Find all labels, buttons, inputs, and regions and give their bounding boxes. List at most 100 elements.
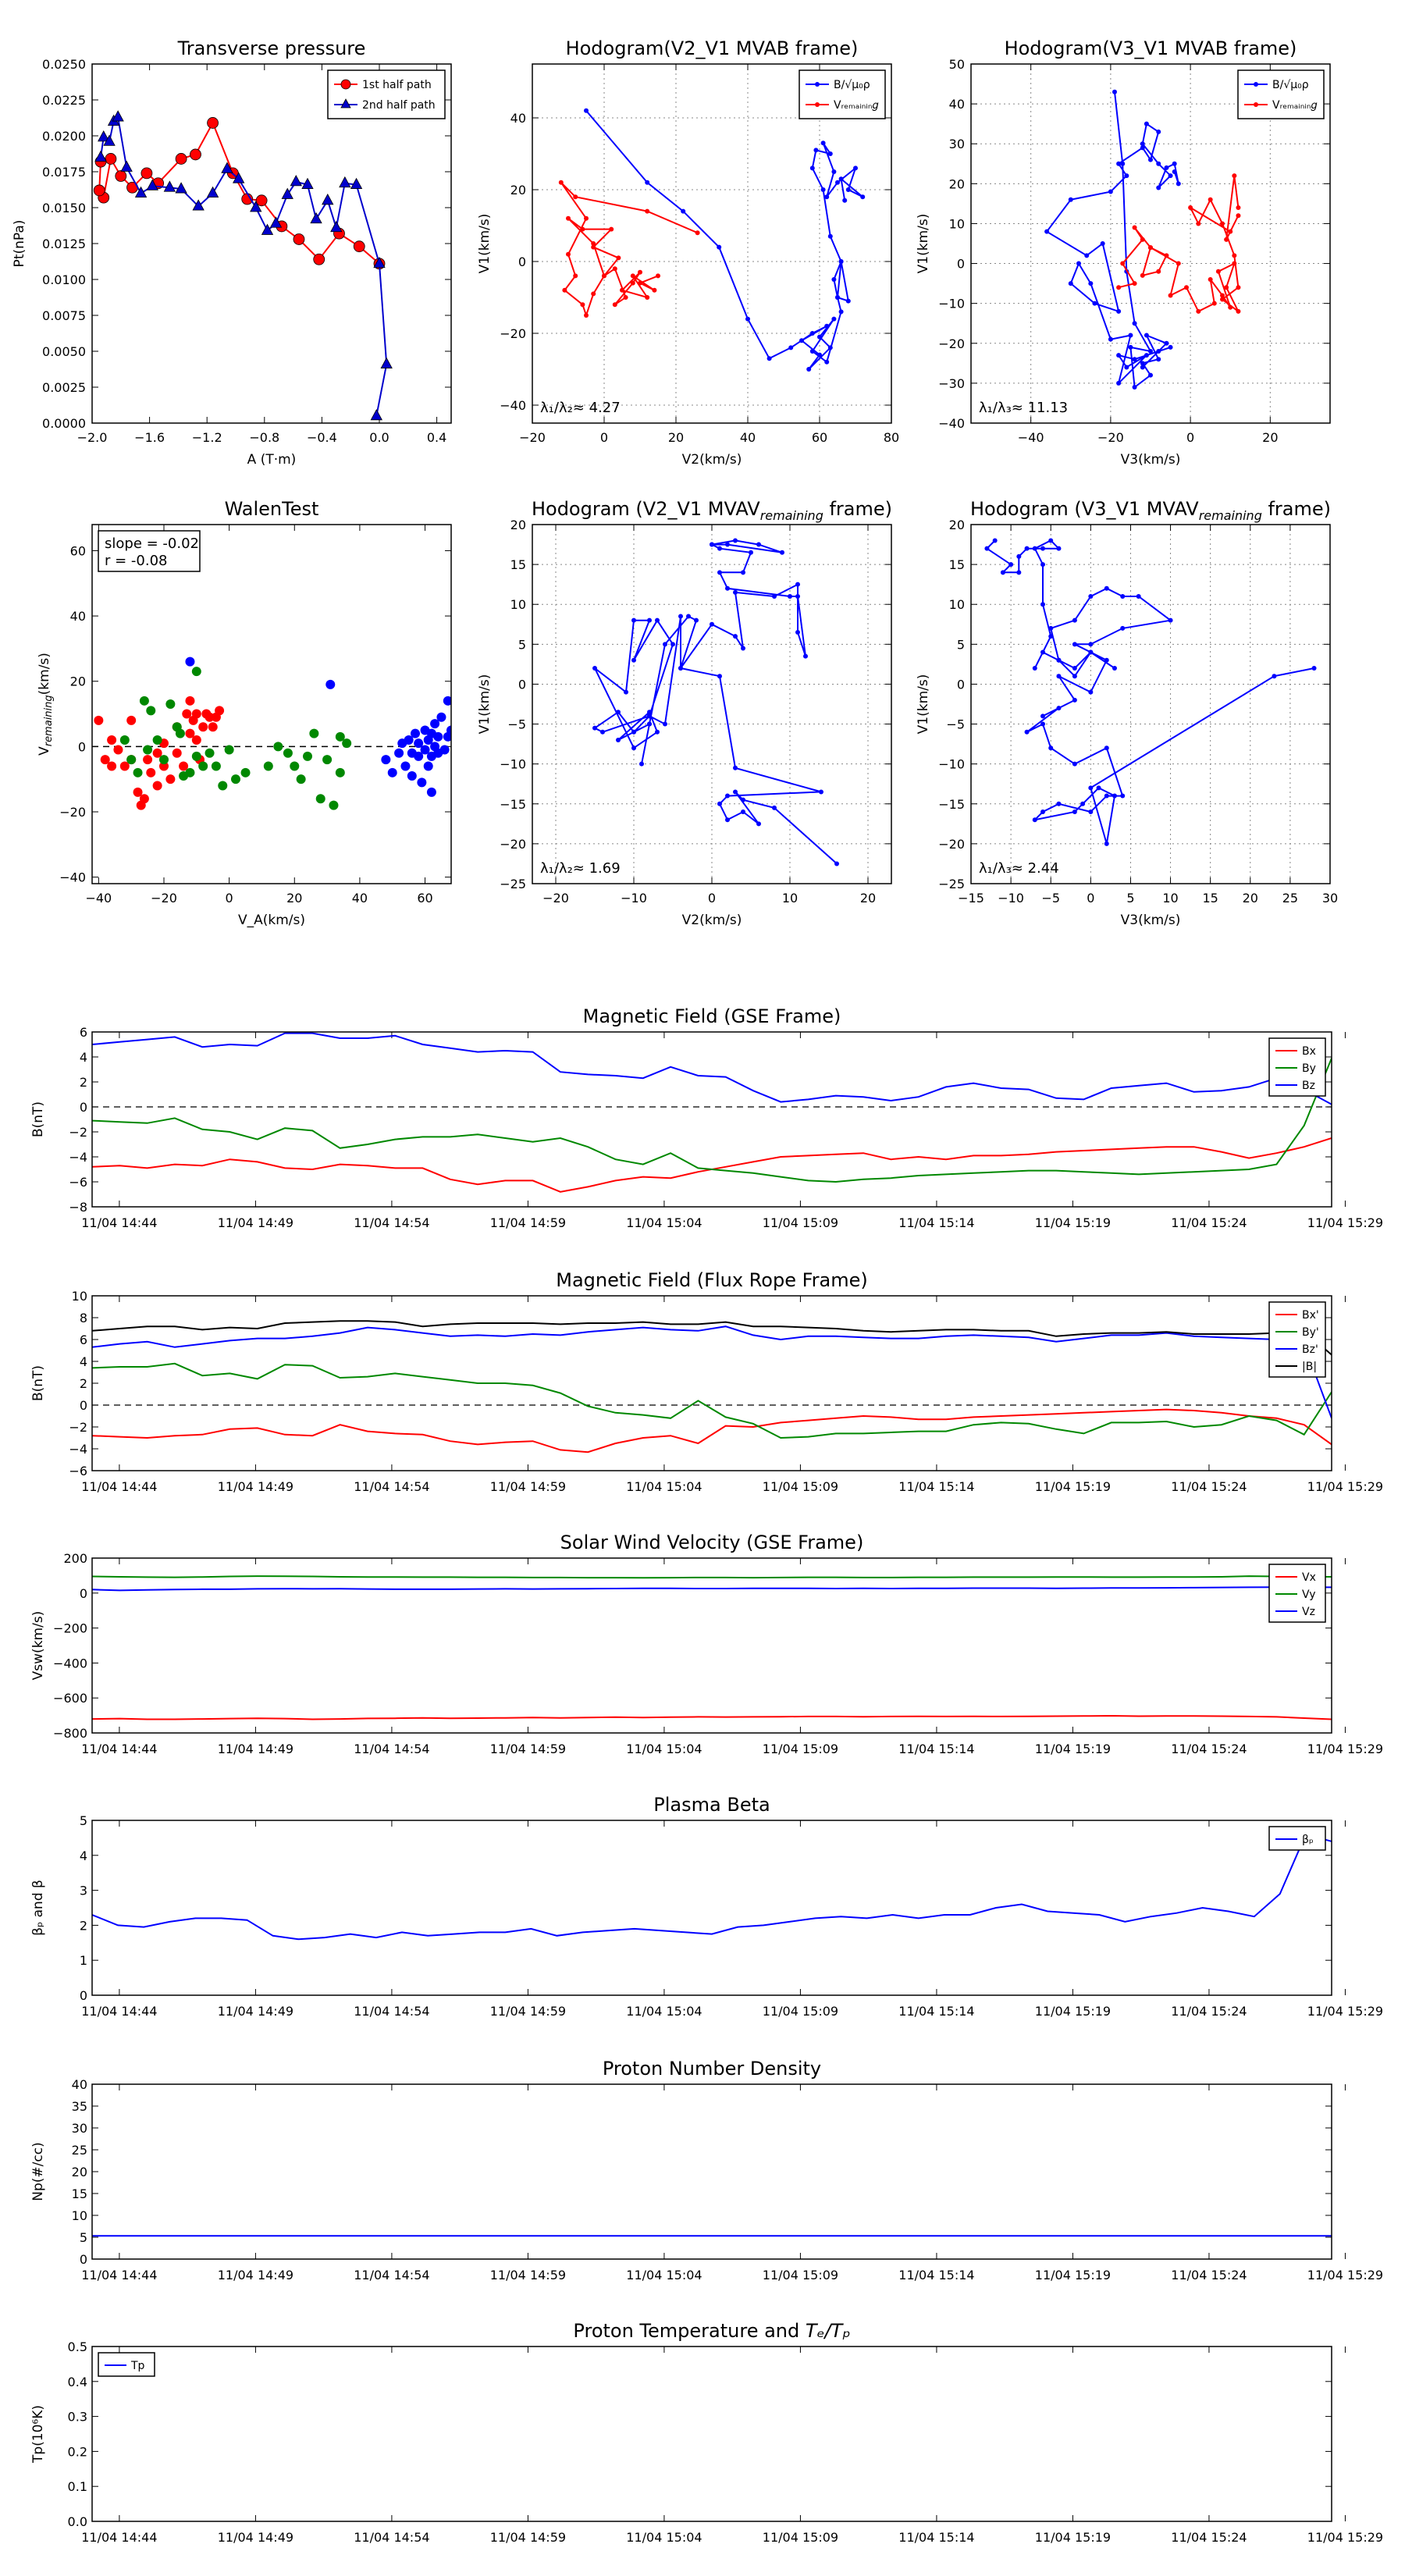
- chart-title: Transverse pressure: [177, 37, 366, 59]
- data-point: [140, 167, 153, 180]
- time-tick-label: 11/04 15:24: [1171, 2530, 1247, 2545]
- chart-tp: 11/04 14:44 11/04 14:49 11/04 14:54 11/04 1…: [30, 2320, 1383, 2545]
- legend-box: [327, 69, 446, 119]
- x-tick-label: −1.6: [134, 430, 165, 445]
- x-tick-label: 0: [226, 891, 233, 906]
- data-point: [1072, 674, 1077, 679]
- x-tick-label: −15: [958, 891, 984, 906]
- y-tick-label: 5: [957, 637, 965, 652]
- data-point: [806, 367, 812, 372]
- y-tick-label: 10: [72, 2208, 87, 2223]
- data-point: [1040, 546, 1045, 551]
- data-point: [1120, 161, 1126, 166]
- plot-frame: [91, 63, 452, 424]
- data-point: [1232, 253, 1237, 258]
- data-point: [198, 722, 208, 732]
- legend-label: Vᵣₑₘₐᵢₙᵢₙ𝑔: [1272, 99, 1317, 112]
- data-point: [1236, 213, 1241, 219]
- data-point: [293, 233, 305, 245]
- y-axis-label: Vremaining(km/s): [37, 653, 55, 756]
- data-point: [623, 295, 628, 300]
- y-label-subscript: remaining: [43, 695, 55, 746]
- data-point: [1032, 546, 1037, 551]
- data-point: [616, 738, 621, 742]
- time-tick-label: 11/04 15:19: [1035, 2004, 1111, 2019]
- data-point: [126, 755, 137, 765]
- data-point: [612, 266, 617, 272]
- data-point: [645, 180, 650, 185]
- data-point: [206, 186, 219, 197]
- data-point: [133, 767, 143, 777]
- chart-hodo1: −20 0 20 40 60 80 −40 −20 0 20 40 Hodogram(V2_V1 MV…: [477, 37, 899, 468]
- data-point: [146, 706, 156, 716]
- data-point: [1172, 169, 1177, 174]
- y-tick-label: 6: [80, 1332, 87, 1347]
- data-point: [717, 546, 722, 551]
- data-point: [725, 585, 730, 591]
- series-line-Vz: [92, 1586, 1332, 1592]
- data-point: [745, 316, 750, 322]
- data-point: [831, 316, 837, 322]
- y-tick-label: −2: [69, 1125, 87, 1140]
- data-point: [795, 582, 800, 587]
- data-point: [1088, 281, 1094, 286]
- data-point: [1156, 269, 1161, 274]
- data-point: [100, 755, 110, 765]
- data-point: [835, 295, 840, 300]
- data-point: [185, 767, 195, 777]
- data-point: [146, 767, 156, 777]
- stats-text: r = -0.08: [105, 553, 168, 569]
- y-tick-label: 8: [80, 1311, 87, 1325]
- data-point: [741, 646, 745, 651]
- x-axis-label: V_A(km/s): [238, 913, 305, 928]
- data-point: [741, 809, 745, 814]
- time-tick-label: 11/04 14:49: [218, 1742, 293, 1756]
- data-point: [1236, 285, 1241, 290]
- time-tick-label: 11/04 15:24: [1171, 1742, 1247, 1756]
- y-tick-label: −20: [500, 837, 526, 852]
- chart-np: 11/04 14:44 11/04 14:49 11/04 14:54 11/04 1…: [30, 2058, 1383, 2282]
- y-tick-label: 0: [80, 1988, 87, 2003]
- data-point: [631, 617, 636, 623]
- time-tick-label: 11/04 14:49: [218, 2530, 293, 2545]
- y-tick-label: 4: [80, 1050, 87, 1065]
- data-point: [1016, 570, 1022, 575]
- data-point: [592, 666, 597, 671]
- data-point: [824, 194, 830, 200]
- data-point: [120, 160, 133, 172]
- y-tick-label: 0.0175: [42, 165, 86, 180]
- y-tick-label: 0: [518, 254, 526, 269]
- data-point: [325, 679, 336, 689]
- legend-marker: [1254, 82, 1258, 87]
- data-point: [436, 712, 446, 722]
- data-point: [1148, 157, 1153, 162]
- y-tick-label: −40: [59, 870, 86, 885]
- data-point: [655, 729, 660, 735]
- series-line: [560, 182, 698, 318]
- data-point: [1211, 301, 1217, 306]
- data-point: [1088, 594, 1094, 599]
- data-point: [1084, 253, 1090, 258]
- series-line: [1118, 175, 1240, 313]
- y-tick-label: −20: [500, 326, 526, 341]
- data-point: [1072, 809, 1077, 814]
- x-tick-label: 20: [668, 430, 684, 445]
- x-tick-label: 0.0: [369, 430, 389, 445]
- legend-label: Bz': [1302, 1343, 1318, 1356]
- series-line: [985, 539, 1314, 845]
- data-point: [330, 220, 343, 233]
- data-point: [1076, 261, 1081, 266]
- time-tick-label: 11/04 14:44: [81, 2268, 157, 2282]
- data-point: [426, 787, 436, 797]
- x-tick-label: 60: [812, 430, 827, 445]
- data-point: [1112, 89, 1117, 94]
- data-point: [1068, 281, 1073, 286]
- data-point: [1072, 642, 1077, 647]
- data-point: [335, 767, 345, 777]
- data-point: [1120, 261, 1126, 266]
- data-point: [1104, 585, 1109, 591]
- data-point: [1088, 809, 1094, 814]
- data-point: [1056, 706, 1062, 711]
- x-tick-label: 30: [1322, 891, 1338, 906]
- y-tick-label: 0.0050: [42, 344, 86, 359]
